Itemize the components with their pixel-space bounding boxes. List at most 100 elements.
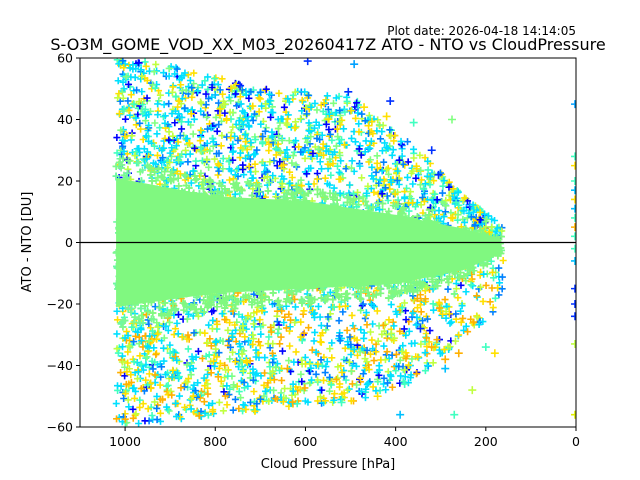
data-point bbox=[322, 363, 330, 371]
data-point bbox=[264, 135, 272, 143]
data-point bbox=[343, 326, 351, 334]
data-point bbox=[435, 214, 443, 222]
data-point bbox=[123, 419, 131, 427]
data-point bbox=[129, 384, 137, 392]
data-point bbox=[335, 168, 343, 176]
data-point bbox=[129, 405, 137, 413]
data-point bbox=[421, 367, 429, 375]
data-point bbox=[352, 362, 360, 370]
data-point bbox=[213, 127, 221, 135]
data-point bbox=[348, 380, 356, 388]
data-point bbox=[306, 360, 314, 368]
data-point bbox=[132, 121, 140, 129]
data-point bbox=[438, 189, 446, 197]
data-point bbox=[446, 319, 454, 327]
data-point bbox=[367, 328, 375, 336]
data-point bbox=[251, 168, 259, 176]
data-point bbox=[121, 115, 129, 123]
data-point bbox=[137, 125, 145, 133]
data-point bbox=[114, 77, 122, 85]
data-point bbox=[257, 372, 265, 380]
data-point bbox=[273, 360, 281, 368]
data-point bbox=[335, 317, 343, 325]
data-point bbox=[424, 315, 432, 323]
data-point bbox=[215, 364, 223, 372]
data-point bbox=[142, 62, 150, 70]
data-point bbox=[166, 318, 174, 326]
data-point bbox=[340, 373, 348, 381]
data-point bbox=[358, 302, 366, 310]
data-point bbox=[275, 89, 283, 97]
data-point bbox=[247, 398, 255, 406]
data-point bbox=[165, 136, 173, 144]
data-point bbox=[339, 308, 347, 316]
data-point bbox=[288, 173, 296, 181]
data-point bbox=[366, 156, 374, 164]
data-point bbox=[118, 88, 126, 96]
data-point bbox=[487, 257, 495, 265]
data-point bbox=[181, 403, 189, 411]
data-point bbox=[161, 119, 169, 127]
data-point bbox=[328, 354, 336, 362]
data-point bbox=[402, 331, 410, 339]
data-point bbox=[452, 310, 460, 318]
data-point bbox=[152, 60, 160, 68]
data-point bbox=[373, 159, 381, 167]
data-point bbox=[441, 296, 449, 304]
data-point bbox=[117, 369, 125, 377]
data-point bbox=[281, 385, 289, 393]
data-point bbox=[373, 152, 381, 160]
data-point bbox=[244, 382, 252, 390]
data-point bbox=[135, 420, 143, 427]
data-point bbox=[305, 180, 313, 188]
data-point bbox=[260, 381, 268, 389]
data-point bbox=[380, 342, 388, 350]
data-point bbox=[291, 303, 299, 311]
data-point bbox=[381, 356, 389, 364]
data-point bbox=[489, 304, 497, 312]
data-point bbox=[269, 358, 277, 366]
data-point bbox=[318, 386, 326, 394]
data-point bbox=[124, 359, 132, 367]
data-point bbox=[467, 281, 475, 289]
data-point bbox=[204, 380, 212, 388]
data-point bbox=[152, 372, 160, 380]
data-point bbox=[184, 345, 192, 353]
data-point bbox=[311, 99, 319, 107]
data-point bbox=[391, 132, 399, 140]
data-point bbox=[124, 396, 132, 404]
data-point bbox=[177, 118, 185, 126]
data-point bbox=[201, 77, 209, 85]
data-point bbox=[409, 180, 417, 188]
data-point bbox=[301, 353, 309, 361]
data-point bbox=[312, 370, 320, 378]
data-point bbox=[113, 58, 121, 64]
data-point bbox=[128, 132, 136, 140]
data-point bbox=[251, 317, 259, 325]
data-point bbox=[301, 154, 309, 162]
data-point bbox=[206, 335, 214, 343]
data-point bbox=[139, 400, 147, 408]
data-point bbox=[239, 161, 247, 169]
data-point bbox=[151, 119, 159, 127]
data-point bbox=[385, 316, 393, 324]
data-point bbox=[208, 399, 216, 407]
data-point bbox=[217, 142, 225, 150]
data-point bbox=[208, 134, 216, 142]
data-point bbox=[153, 392, 161, 400]
data-point bbox=[164, 381, 172, 389]
data-point bbox=[226, 176, 234, 184]
data-point bbox=[283, 121, 291, 129]
data-point bbox=[442, 314, 450, 322]
data-point bbox=[459, 314, 467, 322]
data-point bbox=[215, 99, 223, 107]
data-point bbox=[317, 338, 325, 346]
data-point bbox=[361, 314, 369, 322]
data-point bbox=[274, 124, 282, 132]
data-point bbox=[374, 375, 382, 383]
data-point bbox=[158, 146, 166, 154]
data-point bbox=[457, 307, 465, 315]
data-point bbox=[316, 393, 324, 401]
data-point bbox=[429, 306, 437, 314]
data-point bbox=[358, 110, 366, 118]
